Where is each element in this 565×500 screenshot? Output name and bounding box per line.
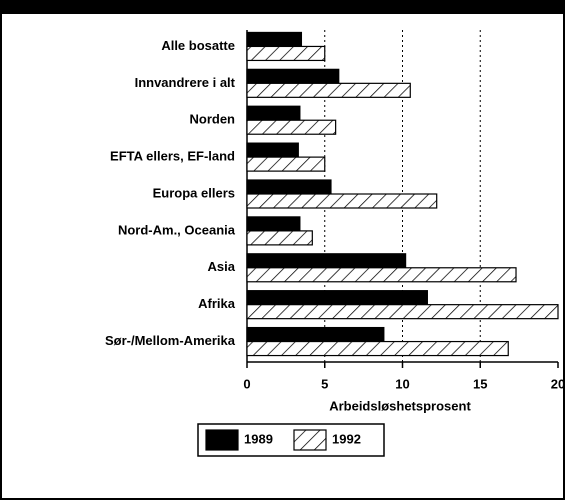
bar — [246, 230, 313, 246]
bar — [246, 68, 340, 84]
x-tick-label: 10 — [395, 376, 409, 391]
bar — [246, 82, 411, 98]
y-tick-label: Alle bosatte — [161, 38, 235, 53]
x-axis-label: Arbeidsløshetsprosent — [329, 398, 471, 413]
bar — [246, 45, 326, 62]
bar — [246, 156, 326, 172]
x-tick-label: 5 — [321, 376, 328, 391]
y-tick-label: Asia — [208, 259, 236, 274]
bar — [246, 326, 385, 343]
x-tick-label: 15 — [473, 376, 487, 391]
bar — [246, 142, 299, 158]
legend-swatch — [205, 429, 239, 451]
y-tick-label: Nord-Am., Oceania — [118, 222, 236, 237]
bar — [246, 179, 332, 195]
bar — [246, 119, 337, 135]
y-tick-label: EFTA ellers, EF-land — [110, 149, 235, 164]
bar — [246, 340, 509, 357]
header-band — [0, 0, 565, 14]
x-tick-label: 20 — [551, 376, 565, 391]
bar — [246, 105, 301, 121]
legend-label: 1992 — [332, 431, 361, 446]
bar — [246, 31, 303, 48]
bar — [246, 304, 559, 320]
y-tick-label: Afrika — [198, 296, 236, 311]
bar — [246, 216, 301, 232]
y-tick-label: Innvandrere i alt — [135, 75, 236, 90]
legend-swatch — [293, 429, 327, 451]
x-tick-label: 0 — [243, 376, 250, 391]
legend-label: 1989 — [244, 431, 273, 446]
y-tick-label: Europa ellers — [153, 185, 235, 200]
bar — [246, 193, 438, 209]
bar — [246, 290, 428, 306]
bar — [246, 267, 517, 283]
bar — [246, 253, 407, 269]
y-tick-label: Norden — [190, 112, 236, 127]
y-tick-label: Sør-/Mellom-Amerika — [105, 333, 236, 348]
